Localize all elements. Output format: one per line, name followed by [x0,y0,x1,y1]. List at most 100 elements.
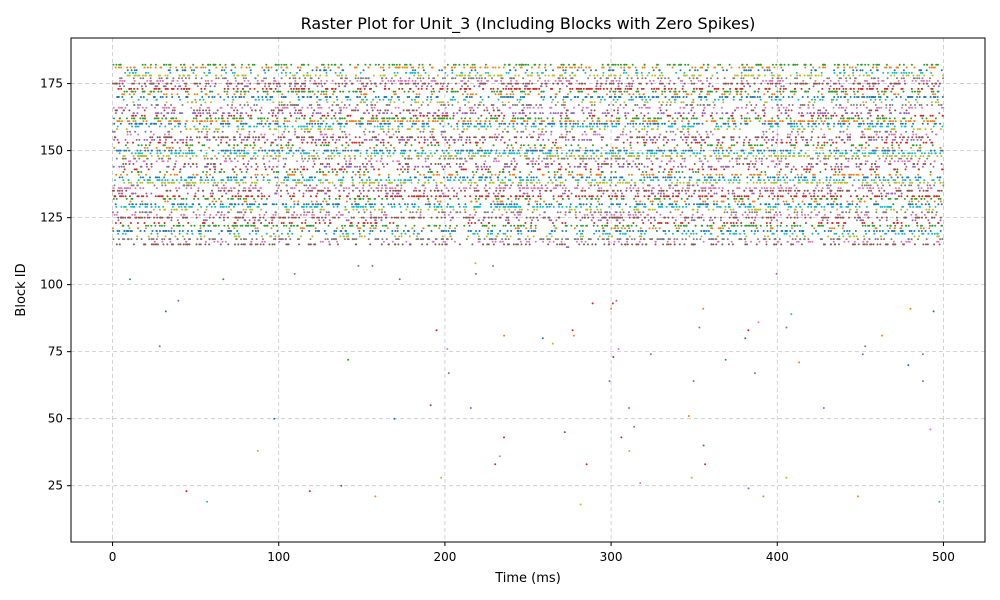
spike-mark [907,238,910,241]
spike-mark [775,243,778,246]
spike-mark [712,187,715,190]
spike-mark [358,230,361,232]
spike-mark [200,176,202,179]
spike-mark [432,179,435,182]
spike-mark [136,238,138,241]
spike-mark [235,173,238,176]
spike-mark [574,238,577,241]
spike-mark [648,173,651,176]
spike-mark [398,278,401,281]
spike-mark [285,171,288,173]
spike-mark [136,181,139,184]
spike-mark [779,195,782,198]
spike-mark [352,171,355,173]
spike-mark [821,219,824,222]
spike-mark [812,165,814,168]
spike-mark [375,187,378,190]
spike-mark [795,195,798,198]
spike-mark [314,230,317,232]
spike-mark [313,243,316,246]
spike-mark [635,224,638,227]
spike-mark [271,168,273,171]
spike-mark [501,179,504,182]
spike-mark [753,200,756,203]
spike-mark [615,219,618,222]
spike-mark [508,171,511,173]
spike-mark [443,184,446,187]
spike-mark [247,224,250,227]
spike-mark [342,235,345,238]
spike-mark [928,227,931,230]
spike-mark [911,181,914,184]
spike-mark [843,230,846,232]
spike-mark [798,361,801,364]
spike-mark [548,219,551,222]
spike-mark [858,187,860,190]
spike-mark [359,205,362,208]
spike-mark [262,216,265,219]
spike-mark [312,216,315,219]
spike-mark [401,165,404,168]
spike-mark [495,189,498,192]
spike-mark [687,189,690,192]
spike-mark [813,227,816,230]
spike-mark [815,200,818,203]
spike-mark [173,181,176,184]
spike-mark [576,232,578,235]
spike-mark [602,232,604,235]
spike-mark [703,176,706,179]
spike-mark [917,184,920,187]
spike-mark [336,173,338,176]
spike-mark [469,213,471,216]
spike-mark [242,181,245,184]
spike-mark [673,176,676,179]
spike-mark [231,168,234,171]
spike-mark [289,205,292,208]
spike-mark [245,165,248,168]
spike-mark [589,208,592,211]
spike-mark [444,243,447,246]
spike-mark [183,179,186,182]
spike-mark [133,168,136,171]
spike-mark [867,211,870,214]
spike-mark [413,230,416,232]
spike-mark [607,195,610,198]
spike-mark [792,165,795,168]
spike-mark [528,240,531,243]
spike-mark [580,224,583,227]
spike-mark [869,243,872,246]
spike-mark [503,436,505,439]
spike-mark [634,195,637,198]
spike-mark [386,227,389,230]
spike-mark [255,181,258,184]
spike-mark [676,179,679,182]
spike-mark [722,232,725,235]
spike-mark [416,235,418,238]
spike-mark [629,205,632,208]
spike-mark [556,171,559,173]
spike-mark [519,179,522,182]
spike-mark [164,200,167,203]
spike-mark [628,216,631,219]
spike-mark [391,205,393,208]
spike-mark [442,168,445,171]
spike-mark [419,173,422,176]
spike-mark [127,224,130,227]
spike-mark [413,203,416,206]
spike-mark [610,171,613,173]
spike-mark [707,165,710,168]
spike-mark [427,179,430,182]
spike-mark [391,240,394,243]
spike-mark [368,232,371,235]
spike-mark [892,243,894,246]
spike-mark [661,238,664,241]
spike-mark [654,243,657,246]
spike-mark [229,230,231,232]
spike-mark [510,230,513,232]
spike-mark [553,171,556,173]
spike-mark [557,176,560,179]
spike-mark [121,238,124,241]
spike-mark [487,192,490,195]
spike-mark [357,203,360,206]
spike-mark [327,213,330,216]
